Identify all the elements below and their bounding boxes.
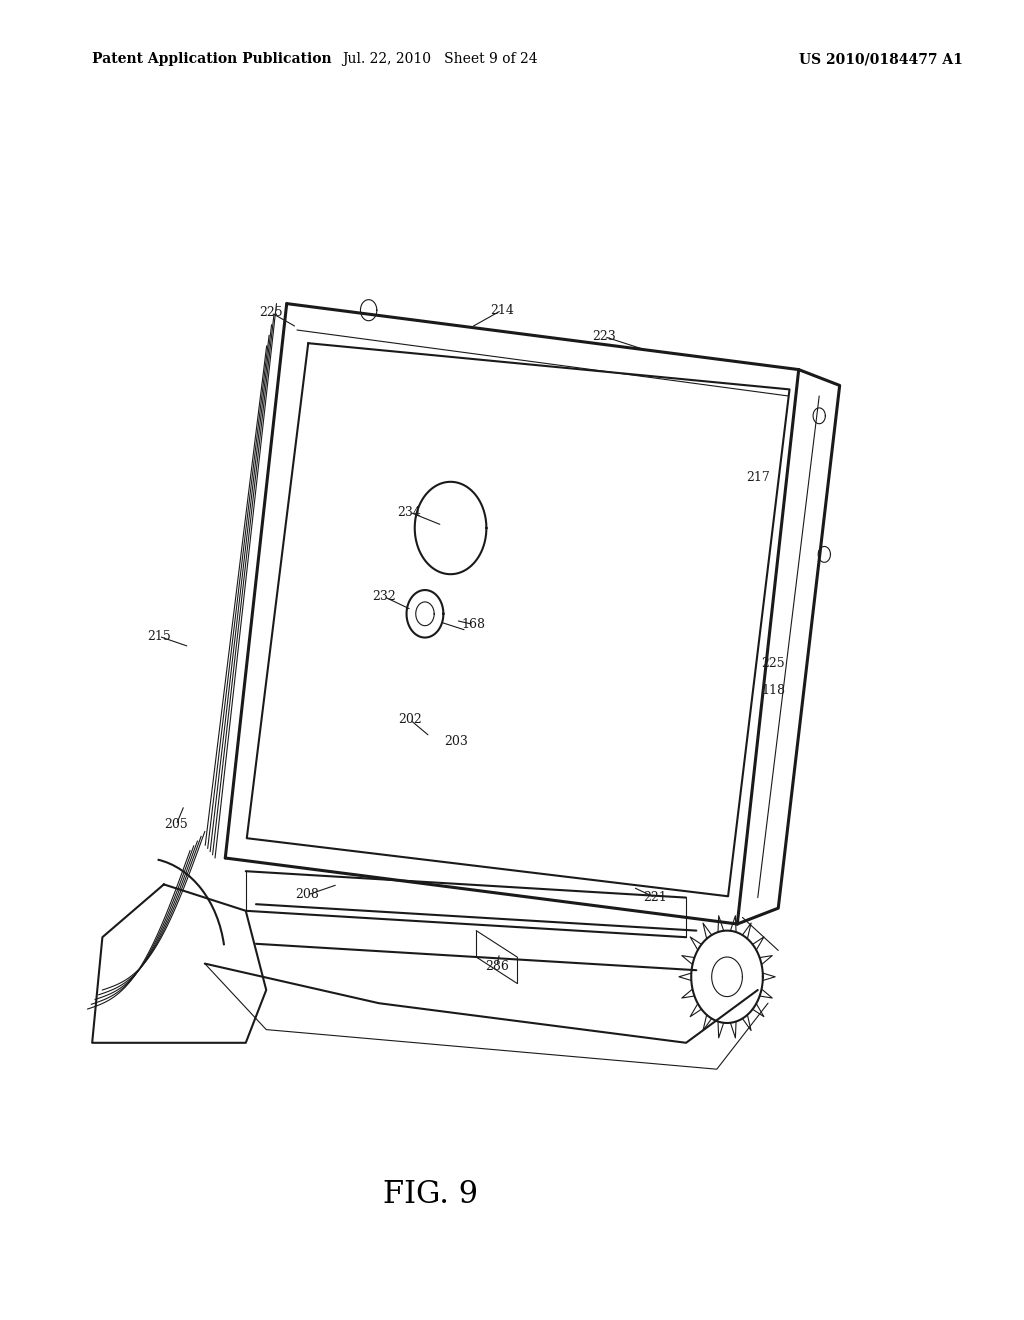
Text: 221: 221 (643, 891, 668, 904)
Text: 225: 225 (761, 657, 785, 671)
Text: 168: 168 (461, 618, 485, 631)
Text: 208: 208 (295, 888, 319, 902)
Text: 203: 203 (443, 735, 468, 748)
Text: 202: 202 (397, 713, 422, 726)
Text: 214: 214 (489, 304, 514, 317)
Text: 118: 118 (761, 684, 785, 697)
Text: 205: 205 (164, 818, 188, 832)
Text: Jul. 22, 2010   Sheet 9 of 24: Jul. 22, 2010 Sheet 9 of 24 (342, 53, 539, 66)
Text: 286: 286 (484, 960, 509, 973)
Text: 232: 232 (372, 590, 396, 603)
Text: FIG. 9: FIG. 9 (383, 1179, 477, 1210)
Text: 217: 217 (745, 471, 770, 484)
Text: 215: 215 (146, 630, 171, 643)
Text: US 2010/0184477 A1: US 2010/0184477 A1 (799, 53, 963, 66)
Text: Patent Application Publication: Patent Application Publication (92, 53, 332, 66)
Text: 223: 223 (592, 330, 616, 343)
Text: 225: 225 (259, 306, 284, 319)
Text: 234: 234 (397, 506, 422, 519)
